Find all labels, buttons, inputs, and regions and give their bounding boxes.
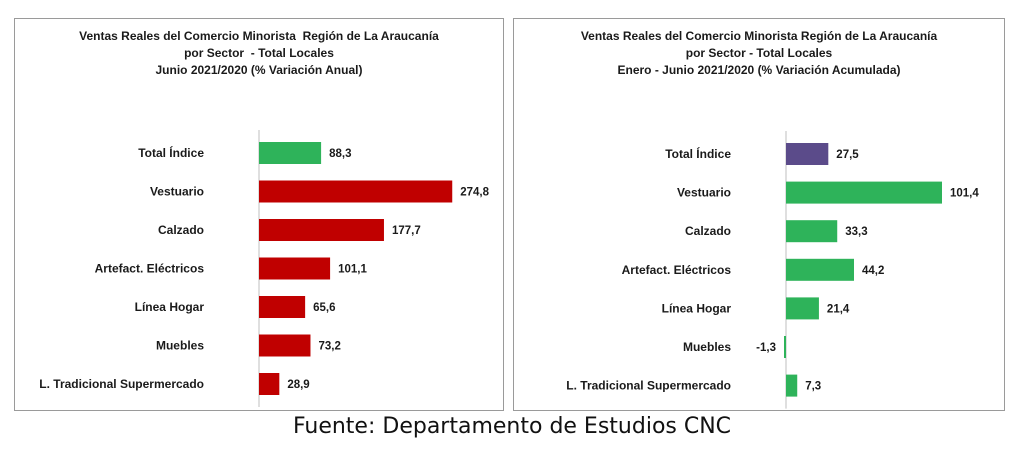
category-label: Artefact. Eléctricos <box>95 262 205 276</box>
chart-title: Ventas Reales del Comercio Minorista Reg… <box>15 28 503 79</box>
data-label: 177,7 <box>392 225 421 237</box>
category-label: Línea Hogar <box>662 301 732 315</box>
chart-title-line-1: Ventas Reales del Comercio Minorista Reg… <box>79 29 439 43</box>
bar <box>259 257 331 280</box>
data-label: -1,3 <box>756 342 776 354</box>
bar-chart-acumulada: Total Índice 27,5 Vestuario 101,4 Calzado 33,… <box>566 131 979 409</box>
source-caption: Fuente: Departamento de Estudios CNC <box>292 414 732 439</box>
data-label: 101,1 <box>338 264 367 276</box>
data-label: 33,3 <box>845 226 867 238</box>
category-label: Vestuario <box>677 186 731 200</box>
category-label: Línea Hogar <box>135 300 205 314</box>
bar <box>786 181 942 204</box>
data-label: 21,4 <box>827 303 850 315</box>
bar <box>259 296 306 318</box>
bar <box>259 142 322 164</box>
data-label: 27,5 <box>836 149 859 161</box>
data-label: 73,2 <box>318 341 340 353</box>
data-label: 274,8 <box>460 187 489 199</box>
bar <box>786 143 829 165</box>
chart-panel-acumulada: Ventas Reales del Comercio Minorista Reg… <box>513 18 1005 411</box>
category-label: Calzado <box>685 224 731 238</box>
chart-title-line-2: por Sector - Total Locales <box>685 46 833 60</box>
bar <box>259 334 311 357</box>
category-label: Vestuario <box>150 185 204 199</box>
data-label: 44,2 <box>862 265 884 277</box>
category-label: Calzado <box>158 223 204 237</box>
bar <box>259 180 453 203</box>
chart-title: Ventas Reales del Comercio Minorista Reg… <box>514 28 1004 79</box>
data-label: 28,9 <box>287 379 309 391</box>
bar <box>786 258 854 281</box>
category-label: Muebles <box>683 340 731 354</box>
category-label: L. Tradicional Supermercado <box>566 379 731 393</box>
category-label: Artefact. Eléctricos <box>622 263 732 277</box>
chart-panel-anual: Ventas Reales del Comercio Minorista Reg… <box>14 18 504 411</box>
chart-title-line-3: Enero - Junio 2021/2020 (% Variación Acu… <box>617 63 901 77</box>
bar-chart-anual: Total Índice 88,3 Vestuario 274,8 Calzado 177… <box>39 130 490 407</box>
data-label: 65,6 <box>313 302 335 314</box>
bar <box>259 373 280 395</box>
category-label: Total Índice <box>138 145 204 160</box>
bar <box>259 219 384 241</box>
category-label: Total Índice <box>665 146 731 161</box>
data-label: 88,3 <box>329 148 351 160</box>
bar <box>784 336 786 358</box>
chart-title-line-1: Ventas Reales del Comercio Minorista Reg… <box>580 29 938 43</box>
bar <box>786 374 798 397</box>
data-label: 7,3 <box>805 381 821 393</box>
chart-title-line-2: por Sector - Total Locales <box>184 46 334 60</box>
bar <box>786 297 819 320</box>
chart-title-line-3: Junio 2021/2020 (% Variación Anual) <box>155 63 363 77</box>
data-label: 101,4 <box>950 188 979 200</box>
category-label: Muebles <box>156 339 204 353</box>
category-label: L. Tradicional Supermercado <box>39 377 204 391</box>
bar <box>786 220 838 243</box>
